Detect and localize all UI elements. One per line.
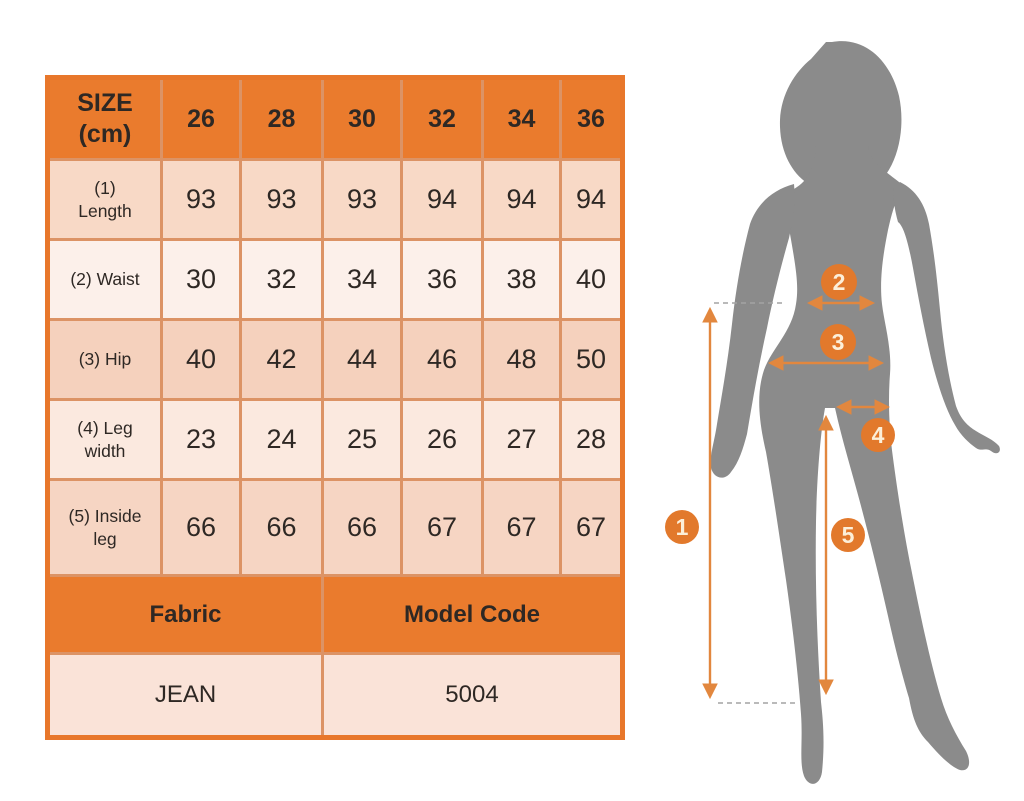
value-cell: 94 xyxy=(481,158,562,241)
value-cell: 36 xyxy=(400,238,484,321)
silhouette-hair xyxy=(779,41,902,190)
female-body-silhouette xyxy=(710,41,1000,784)
table-row-inside-leg: (5) Inside leg 66 66 66 67 67 67 xyxy=(46,478,624,577)
badge-2-circle xyxy=(821,264,857,300)
value-cell: 30 xyxy=(160,238,242,321)
value-cell: 67 xyxy=(481,478,562,577)
measure-badges: 1 2 3 4 5 xyxy=(665,264,895,552)
silhouette-right-arm xyxy=(893,182,1000,454)
badge-2-number: 2 xyxy=(833,269,846,295)
value-cell: 94 xyxy=(400,158,484,241)
table-header-row: SIZE (cm) 26 28 30 32 34 36 xyxy=(46,76,624,161)
badge-1-circle xyxy=(665,510,699,544)
value-cell: 27 xyxy=(481,398,562,481)
value-cell: 67 xyxy=(559,478,624,577)
badge-1-number: 1 xyxy=(676,514,689,540)
value-cell: 93 xyxy=(239,158,324,241)
badge-5-circle xyxy=(831,518,865,552)
value-cell: 46 xyxy=(400,318,484,401)
fabric-value: JEAN xyxy=(46,652,324,739)
value-cell: 67 xyxy=(400,478,484,577)
badge-5-number: 5 xyxy=(842,522,855,548)
table-row-leg-width: (4) Leg width 23 24 25 26 27 28 xyxy=(46,398,624,481)
value-cell: 38 xyxy=(481,238,562,321)
value-cell: 44 xyxy=(321,318,403,401)
row-label-waist: (2) Waist xyxy=(46,238,163,321)
value-cell: 26 xyxy=(400,398,484,481)
badge-4-number: 4 xyxy=(872,422,885,448)
value-cell: 23 xyxy=(160,398,242,481)
value-cell: 93 xyxy=(321,158,403,241)
size-col-30: 30 xyxy=(321,76,403,161)
size-col-28: 28 xyxy=(239,76,324,161)
badge-3-circle xyxy=(820,324,856,360)
table-footer-header-row: Fabric Model Code xyxy=(46,574,624,655)
value-cell: 32 xyxy=(239,238,324,321)
badge-4-circle xyxy=(861,418,895,452)
size-col-34: 34 xyxy=(481,76,562,161)
value-cell: 40 xyxy=(160,318,242,401)
size-col-26: 26 xyxy=(160,76,242,161)
value-cell: 48 xyxy=(481,318,562,401)
value-cell: 50 xyxy=(559,318,624,401)
value-cell: 34 xyxy=(321,238,403,321)
table-row-waist: (2) Waist 30 32 34 36 38 40 xyxy=(46,238,624,321)
model-code-value: 5004 xyxy=(321,652,624,739)
table-row-hip: (3) Hip 40 42 44 46 48 50 xyxy=(46,318,624,401)
value-cell: 94 xyxy=(559,158,624,241)
value-cell: 66 xyxy=(239,478,324,577)
row-label-inside-leg: (5) Inside leg xyxy=(46,478,163,577)
fabric-header: Fabric xyxy=(46,574,324,655)
value-cell: 93 xyxy=(160,158,242,241)
value-cell: 66 xyxy=(321,478,403,577)
badge-3-number: 3 xyxy=(832,329,845,355)
value-cell: 24 xyxy=(239,398,324,481)
silhouette-left-arm xyxy=(710,184,795,478)
silhouette-torso-legs xyxy=(759,146,970,784)
row-label-leg-width: (4) Leg width xyxy=(46,398,163,481)
value-cell: 28 xyxy=(559,398,624,481)
value-cell: 66 xyxy=(160,478,242,577)
size-unit-header: SIZE (cm) xyxy=(46,76,163,161)
table-row-length: (1) Length 93 93 93 94 94 94 xyxy=(46,158,624,241)
value-cell: 40 xyxy=(559,238,624,321)
size-col-36: 36 xyxy=(559,76,624,161)
size-col-32: 32 xyxy=(400,76,484,161)
measurement-diagram: 1 2 3 4 5 xyxy=(620,20,1024,801)
table-footer-value-row: JEAN 5004 xyxy=(46,652,624,739)
row-label-hip: (3) Hip xyxy=(46,318,163,401)
row-label-length: (1) Length xyxy=(46,158,163,241)
value-cell: 25 xyxy=(321,398,403,481)
value-cell: 42 xyxy=(239,318,324,401)
model-code-header: Model Code xyxy=(321,574,624,655)
size-chart-table: SIZE (cm) 26 28 30 32 34 36 (1) Length 9… xyxy=(45,75,625,740)
